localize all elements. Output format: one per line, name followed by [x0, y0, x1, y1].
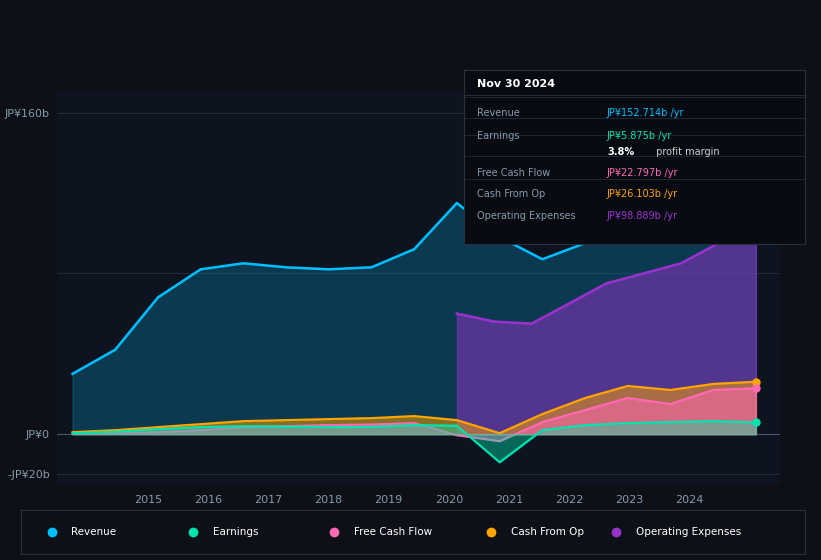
- Text: profit margin: profit margin: [653, 147, 719, 157]
- Text: Earnings: Earnings: [478, 131, 520, 141]
- Text: Free Cash Flow: Free Cash Flow: [478, 168, 551, 178]
- Text: 3.8%: 3.8%: [607, 147, 634, 157]
- Text: Operating Expenses: Operating Expenses: [478, 212, 576, 222]
- Text: Cash From Op: Cash From Op: [478, 189, 546, 199]
- Text: Revenue: Revenue: [478, 108, 521, 118]
- Text: JP¥26.103b /yr: JP¥26.103b /yr: [607, 189, 678, 199]
- Text: JP¥152.714b /yr: JP¥152.714b /yr: [607, 108, 685, 118]
- Text: Operating Expenses: Operating Expenses: [636, 527, 741, 537]
- Text: Free Cash Flow: Free Cash Flow: [354, 527, 432, 537]
- Text: Earnings: Earnings: [213, 527, 258, 537]
- Text: Revenue: Revenue: [71, 527, 117, 537]
- Text: JP¥22.797b /yr: JP¥22.797b /yr: [607, 168, 678, 178]
- Text: JP¥5.875b /yr: JP¥5.875b /yr: [607, 131, 672, 141]
- Text: JP¥98.889b /yr: JP¥98.889b /yr: [607, 212, 678, 222]
- Text: Nov 30 2024: Nov 30 2024: [478, 79, 556, 88]
- Text: Cash From Op: Cash From Op: [511, 527, 584, 537]
